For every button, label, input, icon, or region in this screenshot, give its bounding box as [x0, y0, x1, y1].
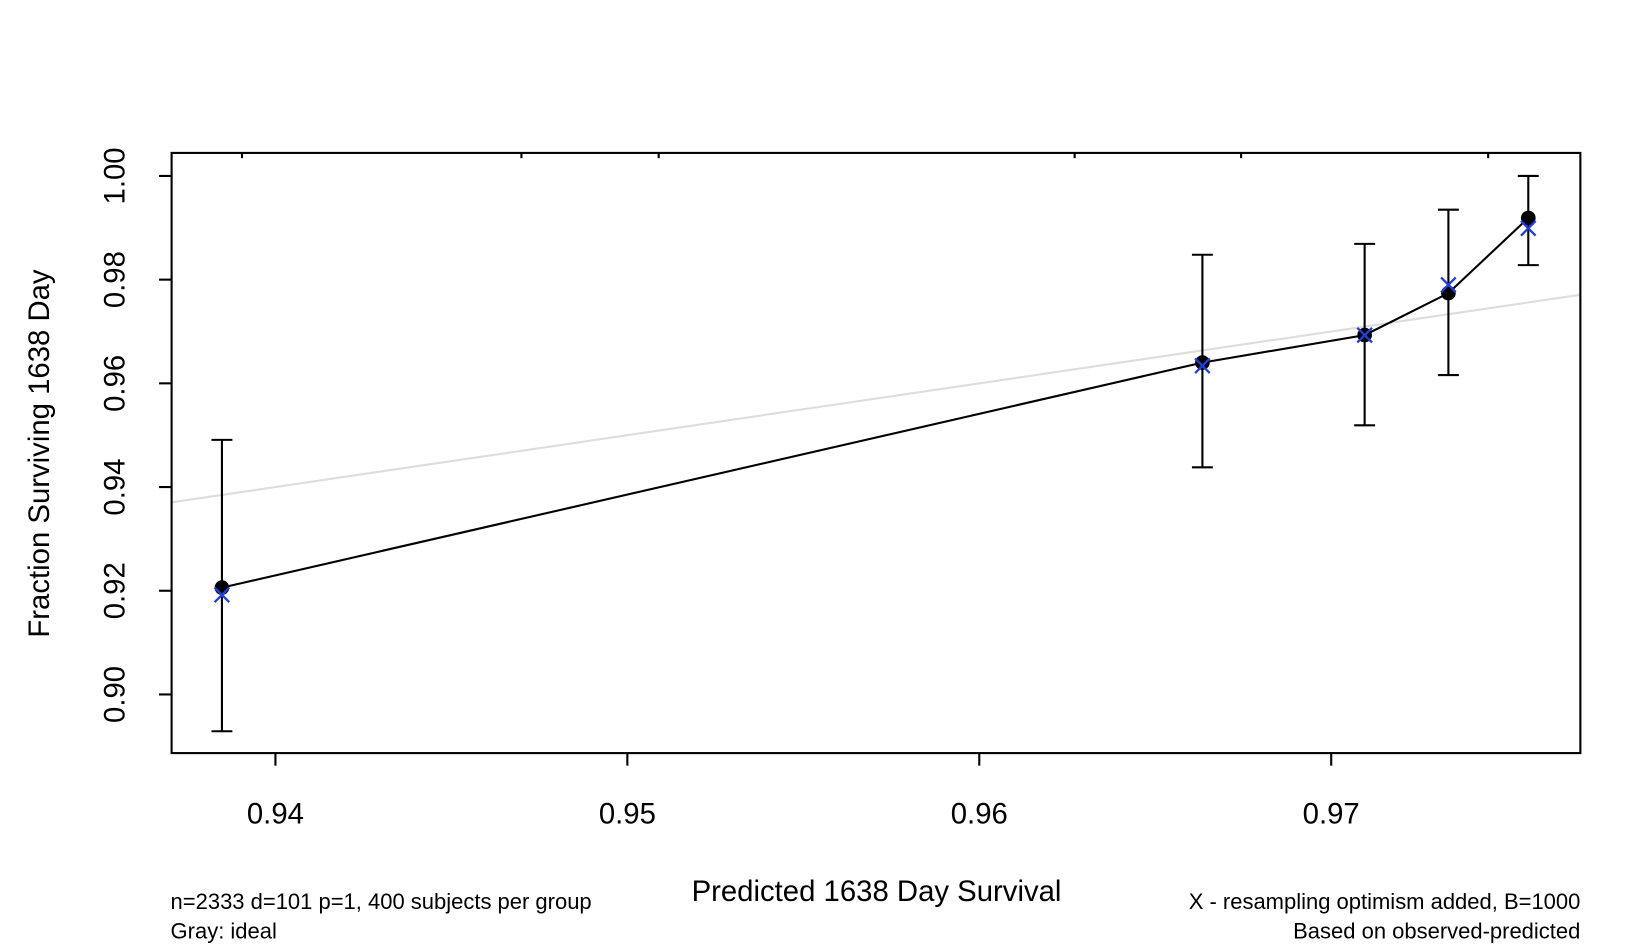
- ideal-line: [171, 293, 1581, 504]
- plot-frame: [170, 151, 1582, 755]
- x-axis-label: Predicted 1638 Day Survival: [692, 875, 1062, 908]
- y-tick-label: 0.96: [98, 355, 131, 412]
- note: X - resampling optimism added, B=1000: [1189, 889, 1581, 914]
- y-tick-label: 0.92: [98, 562, 131, 619]
- x-tick-label: 0.94: [247, 797, 304, 830]
- observed-point: [214, 580, 230, 595]
- y-tick-label: 0.90: [98, 666, 131, 723]
- note: Based on observed-predicted: [1293, 918, 1580, 943]
- observed-point: [1441, 285, 1456, 301]
- x-tick-label: 0.95: [599, 797, 656, 830]
- corrected-point: [1440, 276, 1457, 293]
- y-tick-label: 1.00: [98, 147, 131, 204]
- y-tick-label: 0.94: [98, 459, 131, 516]
- corrected-point: [213, 586, 231, 604]
- y-tick-label: 0.98: [98, 251, 131, 308]
- corrected-point: [1356, 326, 1373, 344]
- corrected-point: [1520, 220, 1537, 237]
- observed-point: [1195, 355, 1210, 370]
- note: n=2333 d=101 p=1, 400 subjects per group: [171, 889, 592, 914]
- observed-line: [221, 217, 1530, 589]
- corrected-point: [1194, 357, 1211, 374]
- observed-point: [1520, 210, 1536, 226]
- note: Gray: ideal: [171, 918, 277, 943]
- x-tick-label: 0.97: [1303, 797, 1360, 830]
- y-axis-label: Fraction Surviving 1638 Day: [23, 269, 56, 638]
- x-tick-label: 0.96: [951, 797, 1008, 830]
